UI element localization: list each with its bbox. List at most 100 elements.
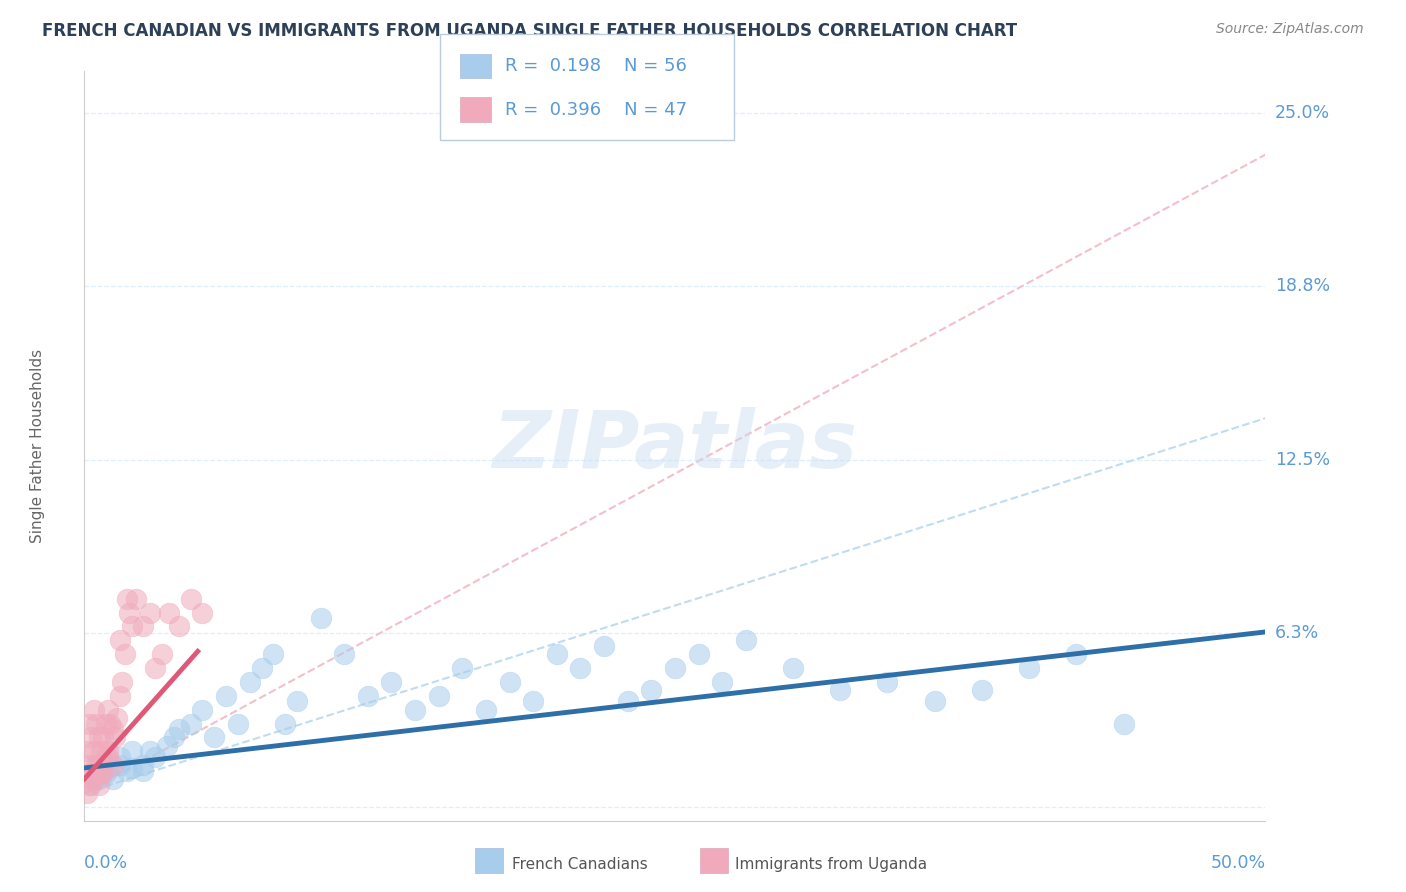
Point (180, 716, 202, 731)
Point (876, 674, 898, 689)
Point (593, 639, 616, 653)
Point (427, 689, 450, 703)
Point (285, 694, 308, 708)
Point (90, 766, 112, 780)
Point (782, 661, 804, 675)
Point (498, 674, 520, 689)
Point (522, 694, 544, 708)
Point (91, 766, 114, 780)
Point (191, 606, 214, 620)
Point (475, 703, 498, 717)
Point (143, 661, 166, 675)
Point (83, 744, 105, 758)
Point (132, 619, 155, 633)
Point (688, 647, 710, 661)
Point (139, 744, 162, 758)
Point (924, 694, 946, 708)
Text: French Canadians: French Canadians (512, 857, 648, 871)
Point (108, 633, 131, 648)
Point (94, 716, 117, 731)
Text: 18.8%: 18.8% (1275, 277, 1330, 295)
Text: Immigrants from Uganda: Immigrants from Uganda (735, 857, 928, 871)
Point (91, 731, 114, 745)
Point (114, 647, 136, 661)
Point (262, 647, 284, 661)
Point (163, 731, 186, 745)
Point (87, 758, 110, 772)
Point (80, 778, 103, 792)
Point (121, 761, 143, 775)
Text: ZIPatlas: ZIPatlas (492, 407, 858, 485)
Text: Single Father Households: Single Father Households (30, 349, 45, 543)
Text: 6.3%: 6.3% (1275, 624, 1319, 642)
Point (970, 683, 993, 698)
Point (98, 716, 121, 731)
Point (84, 716, 107, 731)
Point (101, 758, 124, 772)
Point (77, 778, 100, 792)
Point (309, 611, 332, 625)
Text: FRENCH CANADIAN VS IMMIGRANTS FROM UGANDA SINGLE FATHER HOUSEHOLDS CORRELATION C: FRENCH CANADIAN VS IMMIGRANTS FROM UGAND… (42, 22, 1018, 40)
Point (111, 674, 134, 689)
Point (80, 731, 103, 745)
Point (87, 772, 110, 786)
Point (97, 744, 120, 758)
Point (94, 766, 117, 780)
Text: 50.0%: 50.0% (1211, 854, 1265, 872)
Point (167, 722, 190, 736)
Point (115, 764, 138, 778)
Point (226, 716, 249, 731)
Point (94, 749, 117, 764)
Point (77, 758, 100, 772)
Point (157, 606, 180, 620)
Point (664, 661, 686, 675)
Point (101, 722, 124, 736)
Point (139, 606, 162, 620)
Point (202, 731, 225, 745)
Point (115, 591, 138, 606)
Point (215, 689, 238, 703)
Point (1018, 661, 1040, 675)
Text: 25.0%: 25.0% (1275, 104, 1330, 122)
Text: R =  0.198    N = 56: R = 0.198 N = 56 (505, 57, 686, 75)
Point (118, 606, 141, 620)
Point (180, 591, 202, 606)
Point (451, 661, 474, 675)
Text: 0.0%: 0.0% (84, 854, 128, 872)
Point (83, 772, 105, 786)
Point (91, 766, 114, 780)
Point (121, 744, 143, 758)
Point (274, 716, 297, 731)
Point (616, 694, 638, 708)
Point (76, 744, 98, 758)
Point (97, 749, 120, 764)
Point (167, 619, 190, 633)
Point (83, 703, 105, 717)
Point (150, 647, 173, 661)
Point (80, 766, 103, 780)
Point (104, 731, 127, 745)
Point (357, 689, 380, 703)
Point (156, 739, 179, 753)
Point (380, 674, 402, 689)
Point (1066, 647, 1088, 661)
Point (108, 758, 131, 772)
Point (108, 689, 131, 703)
Point (76, 786, 98, 800)
Point (90, 744, 112, 758)
Point (132, 758, 155, 772)
Point (404, 703, 426, 717)
Point (640, 683, 662, 698)
Point (77, 716, 100, 731)
Point (239, 674, 262, 689)
Point (80, 772, 103, 786)
Point (734, 633, 756, 648)
Point (84, 772, 107, 786)
Point (121, 619, 143, 633)
Point (107, 711, 129, 725)
Point (91, 758, 114, 772)
Point (101, 772, 124, 786)
Point (84, 758, 107, 772)
Point (87, 731, 110, 745)
Point (87, 778, 110, 792)
